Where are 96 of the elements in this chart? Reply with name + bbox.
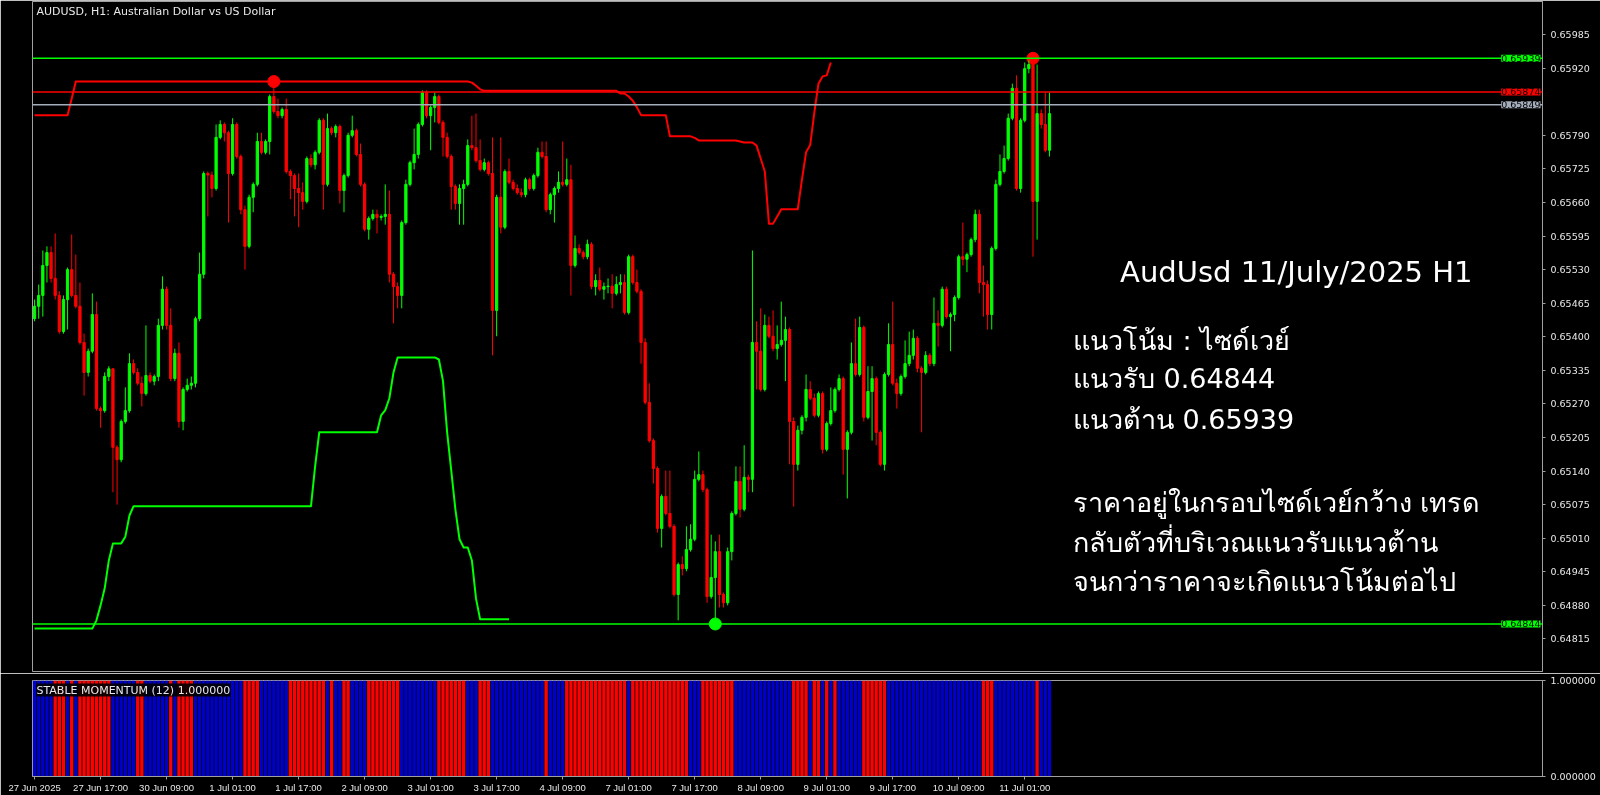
candlestick bbox=[779, 301, 783, 348]
candlestick bbox=[561, 140, 565, 187]
candlestick bbox=[552, 185, 557, 224]
y-tick-label: 0.65075 bbox=[1550, 499, 1590, 511]
candlestick bbox=[771, 309, 775, 352]
candlestick bbox=[598, 267, 602, 292]
y-tick-label: 0.65010 bbox=[1550, 532, 1590, 544]
candlestick bbox=[853, 318, 858, 378]
candlestick bbox=[911, 329, 915, 360]
annotation: จนกว่าราคาจะเกิดแนวโน้มต่อไป bbox=[1072, 566, 1456, 598]
y-tick-label: 0.64815 bbox=[1550, 633, 1590, 645]
candlestick bbox=[775, 324, 779, 360]
ref-line-label: 0.65849 bbox=[1501, 99, 1541, 111]
x-tick-label: 3 Jul 17:00 bbox=[473, 781, 520, 793]
candlestick bbox=[870, 365, 874, 442]
candlestick bbox=[556, 170, 561, 194]
candlestick bbox=[936, 309, 940, 348]
y-tick-label: 0.65335 bbox=[1550, 364, 1590, 376]
ref-line-label: 0.64844 bbox=[1501, 618, 1541, 630]
candlestick bbox=[259, 132, 264, 155]
annotation: AudUsd 11/July/2025 H1 bbox=[1120, 254, 1473, 289]
x-tick-label: 9 Jul 17:00 bbox=[869, 781, 916, 793]
x-tick-label: 11 Jul 01:00 bbox=[999, 781, 1051, 793]
y-tick-label: 0.65530 bbox=[1550, 264, 1590, 276]
candlestick bbox=[924, 350, 928, 375]
candlestick bbox=[709, 534, 713, 600]
y-tick-label: 0.65595 bbox=[1550, 230, 1590, 242]
candlestick bbox=[457, 183, 462, 226]
y-tick-label: 0.65465 bbox=[1550, 297, 1590, 309]
candlestick bbox=[680, 555, 684, 576]
candlestick bbox=[961, 222, 965, 266]
candlestick bbox=[684, 525, 689, 572]
x-tick-label: 9 Jul 01:00 bbox=[803, 781, 850, 793]
candlestick bbox=[144, 324, 148, 397]
x-tick-label: 1 Jul 17:00 bbox=[275, 781, 322, 793]
candlestick bbox=[585, 239, 590, 260]
candlestick bbox=[614, 275, 618, 296]
candlestick bbox=[210, 170, 214, 198]
y-tick-label: 0.64880 bbox=[1550, 599, 1590, 611]
y-tick-label: 0.64945 bbox=[1550, 566, 1590, 578]
candlestick bbox=[301, 181, 305, 211]
annotation: แนวรับ 0.64844 bbox=[1072, 363, 1276, 395]
x-tick-label: 1 Jul 01:00 bbox=[209, 781, 256, 793]
x-tick-label: 7 Jul 01:00 bbox=[605, 781, 652, 793]
ref-line-label: 0.65874 bbox=[1501, 86, 1541, 98]
x-tick-label: 4 Jul 09:00 bbox=[539, 781, 586, 793]
candlestick bbox=[754, 320, 759, 390]
candlestick bbox=[292, 173, 297, 217]
candlestick bbox=[573, 235, 577, 269]
candlestick bbox=[523, 177, 528, 198]
candlestick bbox=[812, 393, 816, 418]
y-tick-label: 0.65270 bbox=[1550, 398, 1590, 410]
y-tick-label: 0.65400 bbox=[1550, 331, 1590, 343]
ref-line-label: 0.65939 bbox=[1501, 52, 1541, 64]
x-tick-label: 8 Jul 09:00 bbox=[737, 781, 784, 793]
chart-title: STABLE MOMENTUM (12) 1.000000 bbox=[36, 683, 231, 697]
annotation: แนวต้าน 0.65939 bbox=[1072, 404, 1295, 436]
x-tick-label: 3 Jul 01:00 bbox=[407, 781, 454, 793]
candlestick bbox=[618, 273, 623, 294]
y-tick-label: 0.65985 bbox=[1550, 29, 1590, 41]
candlestick bbox=[610, 273, 614, 309]
annotation: กลับตัวที่บริเวณแนวรับแนวต้าน bbox=[1072, 524, 1438, 559]
candlestick bbox=[140, 376, 144, 407]
y-tick-label: 0.65725 bbox=[1550, 163, 1590, 175]
candlestick bbox=[379, 213, 383, 222]
y-tick-label: 0.65140 bbox=[1550, 465, 1590, 477]
chart-title: AUDUSD, H1: Australian Dollar vs US Dollar bbox=[36, 4, 277, 18]
y-tick-label: 0.65660 bbox=[1550, 196, 1590, 208]
x-tick-label: 27 Jun 2025 bbox=[8, 781, 61, 793]
x-tick-label: 7 Jul 17:00 bbox=[671, 781, 718, 793]
candlestick bbox=[816, 391, 821, 418]
candlestick bbox=[594, 273, 598, 296]
annotation: ราคาอยู่ในกรอบไซด์เวย์กว้าง เทรด bbox=[1072, 487, 1481, 520]
point bbox=[267, 75, 281, 89]
y-tick-label: 1.000000 bbox=[1550, 675, 1596, 686]
candlestick bbox=[206, 170, 210, 217]
candlestick bbox=[606, 277, 610, 294]
candlestick bbox=[565, 158, 569, 187]
candlestick bbox=[375, 209, 379, 234]
x-tick-label: 10 Jul 09:00 bbox=[932, 781, 985, 793]
y-tick-label: 0.65790 bbox=[1550, 129, 1590, 141]
candlestick bbox=[548, 192, 552, 215]
x-tick-label: 2 Jul 09:00 bbox=[341, 781, 388, 793]
candlestick bbox=[32, 299, 37, 322]
annotation: แนวโน้ม : ไซด์เวย์ bbox=[1072, 325, 1291, 357]
candlestick bbox=[783, 316, 788, 382]
candlestick bbox=[433, 91, 437, 123]
candlestick bbox=[383, 183, 387, 226]
y-tick-label: 0.65205 bbox=[1550, 431, 1590, 443]
x-tick-label: 27 Jun 17:00 bbox=[73, 781, 129, 793]
y-tick-label: 0.65920 bbox=[1550, 62, 1590, 74]
candlestick bbox=[602, 282, 606, 301]
y-tick-label: 0.000000 bbox=[1550, 771, 1596, 782]
candlestick bbox=[296, 173, 301, 228]
x-tick-label: 30 Jun 09:00 bbox=[139, 781, 195, 793]
candlestick bbox=[309, 153, 313, 168]
